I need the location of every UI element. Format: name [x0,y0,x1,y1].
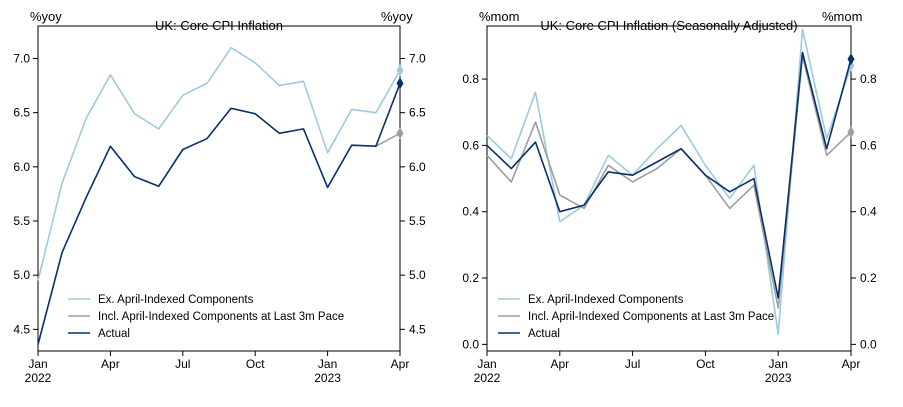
mom-ytick-left-label: 0.8 [462,72,479,86]
yoy-left-unit-label: %yoy [30,9,62,24]
mom-legend-label: Ex. April-Indexed Components [528,294,684,306]
mom-plot-frame [486,25,852,352]
mom-series-lines [486,28,855,336]
yoy-y-axis: 4.5 4.5 5.0 5.0 5.5 5.5 6.0 6.0 6.5 6.5 7.0 7.0 [13,52,426,337]
mom-right-unit-label: %mom [822,9,862,24]
yoy-xtick-year-label: 2023 [314,371,341,385]
mom-ytick-right-label: 0.0 [860,337,877,351]
yoy-ytick-left-label: 5.0 [13,268,30,282]
yoy-legend-label: Incl. April-Indexed Components at Last 3… [98,311,344,323]
mom-ytick-right-label: 0.2 [860,271,877,285]
mom-series-end-marker-1 [847,126,855,139]
yoy-series-end-marker-1 [396,127,404,140]
yoy-chart-panel: UK: Core CPI Inflation %yoy %yoy 4.5 4.5 5… [13,9,426,385]
yoy-legend-label: Actual [98,328,130,340]
mom-xtick-year-label: 2022 [474,371,501,385]
mom-ytick-right-label: 0.8 [860,72,877,86]
yoy-ytick-right-label: 5.5 [409,214,426,228]
mom-legend: Ex. April-Indexed Components Incl. April-… [498,294,774,340]
yoy-series-line-2 [37,83,401,345]
yoy-ytick-right-label: 5.0 [409,268,426,282]
mom-chart-title: UK: Core CPI Inflation (Seasonally Adjus… [540,18,797,33]
yoy-ytick-right-label: 6.5 [409,106,426,120]
yoy-right-unit-label: %yoy [381,9,413,24]
yoy-xtick-label: Oct [246,357,265,371]
mom-series-end-marker-2 [847,53,855,66]
mom-xtick-label: Apr [842,357,861,371]
yoy-xtick-label: Apr [101,357,120,371]
mom-series-line-2 [486,51,852,299]
yoy-xtick-label: Jan [318,357,337,371]
yoy-xtick-label: Jul [175,357,190,371]
mom-xtick-label: Jan [477,357,496,371]
yoy-ytick-left-label: 4.5 [13,322,30,336]
yoy-legend: Ex. April-Indexed Components Incl. April-… [68,294,344,340]
yoy-xtick-year-label: 2022 [25,371,52,385]
yoy-ytick-left-label: 7.0 [13,52,30,66]
mom-xtick-label: Jul [625,357,640,371]
yoy-series-line-1 [375,132,401,147]
mom-ytick-right-label: 0.6 [860,138,877,152]
yoy-ytick-left-label: 5.5 [13,214,30,228]
yoy-ytick-right-label: 6.0 [409,160,426,174]
yoy-ytick-right-label: 7.0 [409,52,426,66]
mom-ytick-left-label: 0.0 [462,337,479,351]
mom-xtick-year-label: 2023 [765,371,792,385]
yoy-series-lines [37,46,404,345]
mom-ytick-left-label: 0.4 [462,205,479,219]
yoy-xtick-label: Jan [28,357,47,371]
mom-xtick-label: Oct [696,357,715,371]
mom-series-line-0 [486,28,852,336]
yoy-plot-frame [37,25,401,352]
mom-ytick-right-label: 0.4 [860,205,877,219]
yoy-ytick-right-label: 4.5 [409,322,426,336]
mom-ytick-left-label: 0.2 [462,271,479,285]
mom-legend-label: Incl. April-Indexed Components at Last 3… [528,311,774,323]
yoy-series-line-0 [37,46,401,281]
yoy-series-end-marker-2 [396,77,404,90]
mom-ytick-left-label: 0.6 [462,138,479,152]
mom-series-end-marker-0 [847,59,855,72]
mom-xtick-label: Jan [769,357,788,371]
mom-left-unit-label: %mom [479,9,519,24]
yoy-xtick-label: Apr [391,357,410,371]
yoy-chart-title: UK: Core CPI Inflation [155,18,283,33]
mom-legend-label: Actual [528,328,560,340]
yoy-ytick-left-label: 6.5 [13,106,30,120]
yoy-series-end-marker-0 [396,64,404,77]
mom-xtick-label: Apr [550,357,569,371]
mom-y-axis: 0.0 0.0 0.2 0.2 0.4 0.4 0.6 0.6 0.8 0.8 [462,72,877,351]
mom-series-line-1 [486,54,852,309]
yoy-ytick-left-label: 6.0 [13,160,30,174]
mom-chart-panel: UK: Core CPI Inflation (Seasonally Adjus… [462,9,877,385]
yoy-legend-label: Ex. April-Indexed Components [98,294,254,306]
